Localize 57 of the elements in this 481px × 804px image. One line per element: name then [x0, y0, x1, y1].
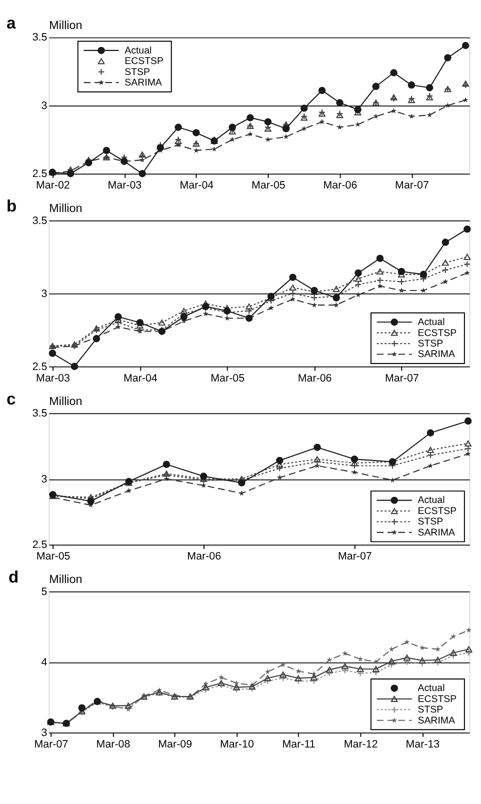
legend-label: Actual [418, 317, 445, 328]
legend-label: Actual [124, 45, 152, 56]
x-tick-label: Mar-07 [395, 180, 429, 192]
x-tick-label: Mar-12 [344, 738, 378, 751]
x-tick-label: Mar-04 [123, 372, 158, 385]
x-tick-label: Mar-03 [36, 372, 70, 385]
legend-label: Actual [418, 683, 445, 694]
chart-title: d [8, 568, 19, 587]
y-tick-label: 2.5 [32, 360, 48, 373]
x-tick-label: Mar-04 [180, 180, 214, 192]
y-axis-title: Million [49, 394, 82, 408]
y-axis-title: Million [49, 573, 82, 586]
x-tick-label: Mar-06 [187, 550, 222, 563]
x-tick-label: Mar-05 [36, 550, 70, 563]
y-axis-title: Million [49, 19, 82, 32]
legend-label: SARIMA [418, 349, 456, 360]
x-tick-label: Mar-05 [210, 372, 245, 385]
legend-label: ECSTSP [418, 694, 457, 705]
y-tick-label: 3 [41, 726, 48, 739]
y-tick-label: 3.5 [32, 32, 48, 44]
legend-label: SARIMA [418, 715, 456, 726]
chart-title: b [6, 196, 17, 216]
legend-label: SARIMA [418, 527, 456, 538]
y-tick-label: 3 [41, 473, 48, 486]
y-tick-label: 3.5 [32, 214, 48, 227]
x-tick-label: Mar-06 [298, 372, 332, 385]
chart-title: c [6, 389, 16, 408]
y-tick-label: 4 [41, 656, 48, 668]
x-tick-label: Mar-02 [36, 180, 70, 192]
legend-label: ECSTSP [124, 56, 164, 68]
legend-label: SARIMA [124, 78, 162, 89]
y-tick-label: 3.5 [32, 408, 48, 420]
x-tick-label: Mar-09 [158, 738, 192, 751]
x-tick-label: Mar-05 [251, 180, 286, 192]
x-tick-label: Mar-07 [338, 550, 372, 563]
y-tick-label: 3 [41, 100, 48, 112]
x-tick-label: Mar-10 [220, 738, 254, 751]
legend-label: STSP [418, 516, 444, 528]
x-tick-label: Mar-06 [323, 180, 358, 192]
legend-label: Actual [418, 495, 445, 506]
legend-label: ECSTSP [418, 328, 457, 339]
legend-label: ECSTSP [418, 506, 457, 517]
x-tick-label: Mar-07 [385, 372, 419, 385]
x-tick-label: Mar-13 [406, 738, 440, 751]
y-tick-label: 5 [41, 586, 48, 598]
x-tick-label: Mar-03 [108, 180, 142, 192]
y-tick-label: 2.5 [32, 168, 48, 180]
x-tick-label: Mar-07 [34, 738, 68, 751]
y-tick-label: 2.5 [32, 539, 48, 552]
x-tick-label: Mar-11 [282, 738, 316, 751]
y-tick-label: 3 [41, 288, 48, 300]
chart-title: a [6, 14, 17, 33]
y-axis-title: Million [49, 202, 82, 216]
legend-label: STSP [418, 704, 444, 716]
legend-label: STSP [124, 66, 150, 78]
x-tick-label: Mar-08 [96, 738, 130, 751]
legend-label: STSP [418, 338, 444, 350]
